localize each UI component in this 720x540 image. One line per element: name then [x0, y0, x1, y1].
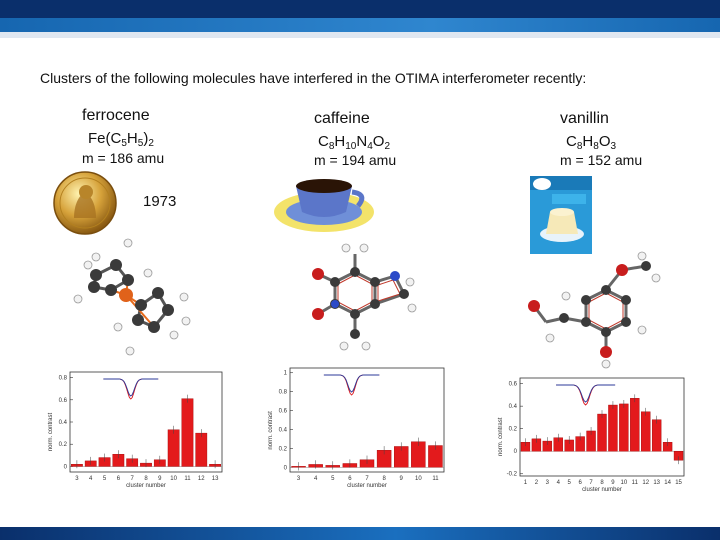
- x-tick-label: 7: [365, 476, 369, 482]
- y-tick-label: 0.2: [279, 446, 288, 452]
- y-axis-label: norm. contrast: [48, 413, 54, 452]
- x-tick-label: 5: [103, 476, 107, 482]
- molecule-name-ferrocene: ferrocene: [82, 107, 150, 124]
- x-tick-label: 15: [675, 480, 682, 486]
- x-axis-label: cluster number: [347, 483, 387, 489]
- y-tick-label: 0.8: [279, 390, 288, 396]
- mass-vanillin: m = 152 amu: [560, 152, 643, 168]
- inset-interference-trace: [323, 374, 380, 396]
- y-tick-label: 0.4: [279, 427, 288, 433]
- nobel-year-label: 1973: [143, 193, 177, 210]
- y-axis-label: norm. contrast: [268, 411, 274, 450]
- chart-caffeine: 0 0.2 0.4 0.6 0.8 1 3 4 5 6 7 8 9 10 11 cluster number n…: [268, 367, 445, 489]
- y-tick-label: 0: [514, 449, 518, 455]
- x-tick-label: 8: [382, 476, 386, 482]
- ferrocene-3d-model: [73, 238, 191, 356]
- x-tick-label: 10: [621, 480, 628, 486]
- y-tick-label: 0.6: [59, 398, 68, 404]
- y-tick-label: 0.4: [509, 404, 518, 410]
- x-tick-label: 9: [158, 476, 162, 482]
- x-tick-label: 1: [524, 480, 528, 486]
- y-tick-label: 0: [64, 464, 68, 470]
- x-tick-label: 5: [568, 480, 572, 486]
- x-tick-label: 14: [664, 480, 671, 486]
- bar: [651, 419, 662, 452]
- mass-caffeine: m = 194 amu: [314, 152, 397, 168]
- bar: [597, 413, 607, 452]
- y-tick-label: 1: [284, 371, 288, 377]
- vanillin-3d-model: [528, 251, 661, 369]
- coffee-cup-icon: [274, 179, 374, 232]
- x-tick-label: 3: [546, 480, 550, 486]
- inset-interference-trace: [103, 378, 159, 400]
- x-tick-label: 3: [75, 476, 79, 482]
- bar: [608, 404, 618, 452]
- formula-vanillin: C8H8O3: [566, 133, 617, 152]
- y-tick-label: 0.2: [509, 427, 518, 433]
- x-tick-label: 6: [578, 480, 582, 486]
- x-tick-label: 10: [170, 476, 177, 482]
- y-tick-label: 0.8: [59, 376, 68, 382]
- x-tick-label: 4: [89, 476, 93, 482]
- x-tick-label: 7: [131, 476, 135, 482]
- x-tick-label: 11: [184, 476, 191, 482]
- x-tick-label: 4: [314, 476, 318, 482]
- x-tick-label: 9: [400, 476, 404, 482]
- x-tick-label: 8: [600, 480, 604, 486]
- chart-vanillin: -0.200.20.40.61 2 3 4 5 6 7 8 9 10 11 12 13 14 15clust…: [498, 377, 685, 493]
- x-axis-label: cluster number: [126, 483, 166, 489]
- chart-ferrocene: 0 0.2 0.4 0.6 0.8 3 4 5 6 7 8 9 10 11 12 13 cluster numb…: [48, 371, 223, 489]
- header-band-light: [0, 32, 720, 38]
- y-tick-label: 0: [284, 465, 288, 471]
- bar: [641, 411, 651, 452]
- molecule-name-vanillin: vanillin: [560, 110, 609, 127]
- molecule-name-caffeine: caffeine: [314, 110, 370, 127]
- x-tick-label: 9: [611, 480, 615, 486]
- footer-band: [0, 527, 720, 540]
- x-tick-label: 8: [144, 476, 148, 482]
- x-tick-label: 12: [198, 476, 205, 482]
- x-tick-label: 6: [117, 476, 121, 482]
- x-tick-label: 7: [589, 480, 593, 486]
- x-axis-label: cluster number: [582, 487, 622, 493]
- x-tick-label: 10: [415, 476, 422, 482]
- x-tick-label: 12: [642, 480, 649, 486]
- plot-frame: [289, 367, 445, 473]
- header-band-blue: [0, 18, 720, 32]
- bar: [619, 403, 629, 452]
- bar: [181, 398, 194, 467]
- slide-intro-text: Clusters of the following molecules have…: [40, 70, 587, 86]
- mass-ferrocene: m = 186 amu: [82, 150, 165, 166]
- y-tick-label: 0.2: [59, 442, 68, 448]
- formula-caffeine: C8H10N4O2: [318, 133, 391, 152]
- bar: [167, 429, 180, 467]
- formula-ferrocene: Fe(C5H5)2: [88, 130, 154, 149]
- nobel-medal-icon: [53, 171, 117, 235]
- bar: [630, 398, 640, 452]
- y-tick-label: 0.6: [279, 409, 288, 415]
- x-tick-label: 11: [432, 476, 439, 482]
- y-tick-label: 0.6: [509, 382, 518, 388]
- x-tick-label: 11: [632, 480, 639, 486]
- bar: [195, 432, 208, 467]
- y-tick-label: 0.4: [59, 420, 68, 426]
- y-axis-label: norm. contrast: [498, 417, 504, 456]
- caffeine-3d-model: [312, 243, 417, 351]
- x-tick-label: 3: [297, 476, 301, 482]
- y-tick-label: -0.2: [507, 472, 518, 478]
- header-band-dark: [0, 0, 720, 18]
- x-tick-label: 4: [557, 480, 561, 486]
- x-tick-label: 13: [212, 476, 219, 482]
- x-tick-label: 6: [348, 476, 352, 482]
- x-tick-label: 2: [535, 480, 539, 486]
- plot-frame: [519, 377, 685, 477]
- inset-interference-trace: [556, 384, 616, 406]
- x-tick-label: 5: [331, 476, 335, 482]
- pudding-package-icon: [530, 176, 592, 254]
- x-tick-label: 13: [653, 480, 660, 486]
